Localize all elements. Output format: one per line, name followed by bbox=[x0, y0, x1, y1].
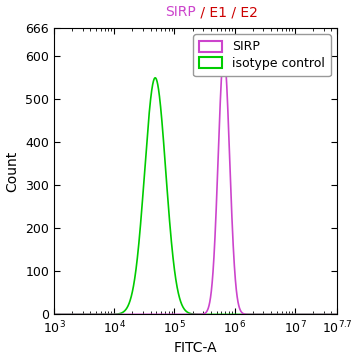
Text: SIRP: SIRP bbox=[165, 5, 195, 19]
Legend: SIRP, isotype control: SIRP, isotype control bbox=[193, 34, 331, 77]
X-axis label: FITC-A: FITC-A bbox=[174, 342, 217, 356]
Y-axis label: Count: Count bbox=[6, 151, 20, 192]
Text: / E1 / E2: / E1 / E2 bbox=[195, 5, 257, 19]
